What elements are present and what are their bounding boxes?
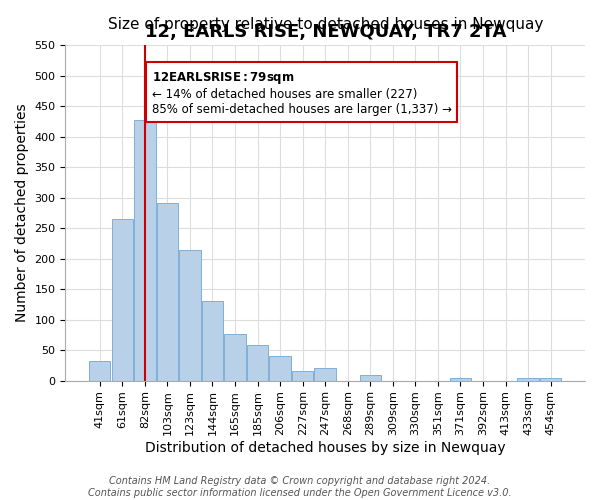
Bar: [359, 374, 381, 380]
Bar: [157, 202, 178, 380]
Title: 12, EARLS RISE, NEWQUAY, TR7 2TA: 12, EARLS RISE, NEWQUAY, TR7 2TA: [145, 23, 506, 41]
Bar: [134, 120, 155, 380]
Bar: [247, 344, 268, 380]
Bar: [202, 302, 223, 380]
Bar: [269, 356, 291, 380]
Text: Contains HM Land Registry data © Crown copyright and database right 2024.
Contai: Contains HM Land Registry data © Crown c…: [88, 476, 512, 498]
Bar: [314, 368, 336, 380]
Text: $\bf{12 EARLS RISE: 79sqm}$
← 14% of detached houses are smaller (227)
85% of se: $\bf{12 EARLS RISE: 79sqm}$ ← 14% of det…: [152, 70, 452, 116]
Bar: [112, 219, 133, 380]
Bar: [179, 250, 200, 380]
Bar: [450, 378, 471, 380]
Y-axis label: Number of detached properties: Number of detached properties: [15, 104, 29, 322]
Bar: [89, 361, 110, 380]
Bar: [292, 372, 313, 380]
X-axis label: Distribution of detached houses by size in Newquay: Distribution of detached houses by size …: [145, 441, 506, 455]
Bar: [517, 378, 539, 380]
Bar: [540, 378, 562, 380]
Bar: [224, 334, 246, 380]
Text: Size of property relative to detached houses in Newquay: Size of property relative to detached ho…: [107, 17, 543, 32]
